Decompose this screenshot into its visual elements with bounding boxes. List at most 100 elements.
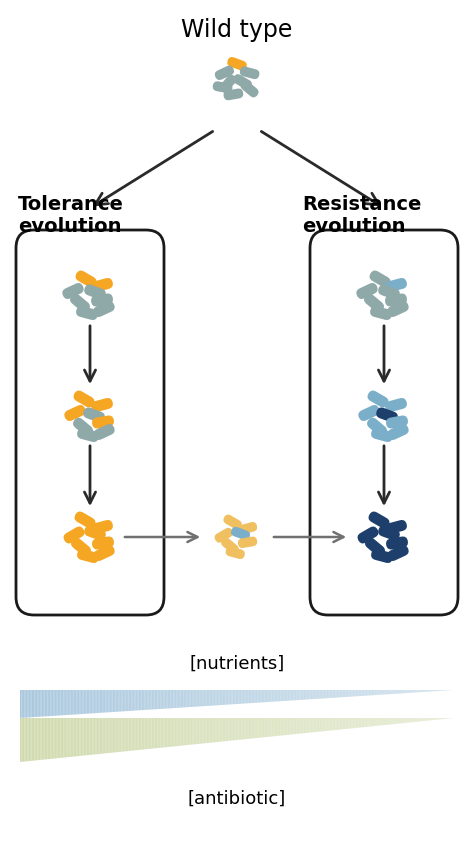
Polygon shape [353,690,354,696]
Polygon shape [372,690,373,696]
Polygon shape [338,690,340,697]
Polygon shape [255,718,256,738]
Polygon shape [391,718,392,724]
Polygon shape [259,690,260,702]
Polygon shape [205,690,207,706]
Polygon shape [253,690,255,703]
Polygon shape [32,718,33,761]
Polygon shape [277,718,279,736]
Polygon shape [341,718,343,729]
Polygon shape [231,690,233,704]
Polygon shape [272,690,273,702]
Polygon shape [377,718,379,726]
FancyBboxPatch shape [92,416,114,429]
Polygon shape [406,690,408,693]
Polygon shape [315,690,317,699]
Polygon shape [246,690,247,703]
FancyBboxPatch shape [238,537,257,548]
Polygon shape [123,690,124,711]
Polygon shape [152,690,153,709]
FancyBboxPatch shape [84,525,106,541]
Polygon shape [183,690,185,708]
FancyBboxPatch shape [370,306,392,320]
Polygon shape [204,718,205,743]
Polygon shape [435,690,437,691]
Text: Tolerance
evolution: Tolerance evolution [18,195,124,236]
Polygon shape [412,718,413,722]
Polygon shape [222,690,224,705]
Polygon shape [146,718,147,749]
Polygon shape [68,718,69,757]
Polygon shape [210,718,211,743]
FancyBboxPatch shape [91,294,113,307]
Polygon shape [42,718,43,759]
Polygon shape [253,718,255,739]
Polygon shape [222,718,224,741]
Polygon shape [389,690,391,694]
Polygon shape [68,690,69,715]
Polygon shape [382,718,383,726]
Polygon shape [95,690,97,713]
Polygon shape [329,690,331,698]
Polygon shape [279,718,281,736]
Polygon shape [169,718,171,746]
Polygon shape [240,718,241,740]
Polygon shape [372,718,373,727]
FancyBboxPatch shape [371,428,393,442]
Polygon shape [259,718,260,738]
Polygon shape [109,690,111,712]
FancyBboxPatch shape [386,537,408,550]
Polygon shape [387,718,389,725]
Polygon shape [347,718,348,729]
Polygon shape [267,718,269,737]
Polygon shape [143,718,145,750]
Polygon shape [33,690,35,717]
FancyBboxPatch shape [93,545,115,561]
Polygon shape [337,690,338,697]
Polygon shape [343,690,344,697]
Polygon shape [373,718,374,727]
Polygon shape [30,718,32,761]
Polygon shape [150,718,152,749]
Polygon shape [134,718,136,751]
Polygon shape [237,690,238,704]
Polygon shape [212,718,214,742]
Polygon shape [178,718,179,746]
Polygon shape [296,718,298,734]
Polygon shape [35,690,36,717]
Polygon shape [358,690,360,696]
Polygon shape [272,718,273,736]
Polygon shape [111,690,113,712]
FancyBboxPatch shape [310,230,458,615]
Polygon shape [409,718,410,722]
Polygon shape [218,690,219,705]
Polygon shape [277,690,279,702]
Polygon shape [263,718,264,737]
Polygon shape [138,718,140,750]
Polygon shape [341,690,343,697]
Polygon shape [108,690,109,712]
Polygon shape [263,690,264,702]
FancyBboxPatch shape [378,525,400,541]
Polygon shape [117,718,118,753]
Polygon shape [361,690,363,696]
FancyBboxPatch shape [376,408,398,422]
Polygon shape [92,690,94,714]
Polygon shape [46,690,47,716]
Polygon shape [360,690,361,696]
Polygon shape [262,718,263,738]
Polygon shape [325,718,327,731]
Polygon shape [186,690,188,708]
Polygon shape [136,718,137,750]
FancyBboxPatch shape [365,537,385,556]
Polygon shape [168,690,169,708]
Polygon shape [264,718,266,737]
Polygon shape [98,690,100,713]
Polygon shape [53,690,55,716]
Polygon shape [66,718,68,758]
Polygon shape [435,718,437,720]
Polygon shape [156,690,157,709]
FancyBboxPatch shape [16,230,164,615]
Polygon shape [109,718,111,753]
Polygon shape [117,690,118,712]
